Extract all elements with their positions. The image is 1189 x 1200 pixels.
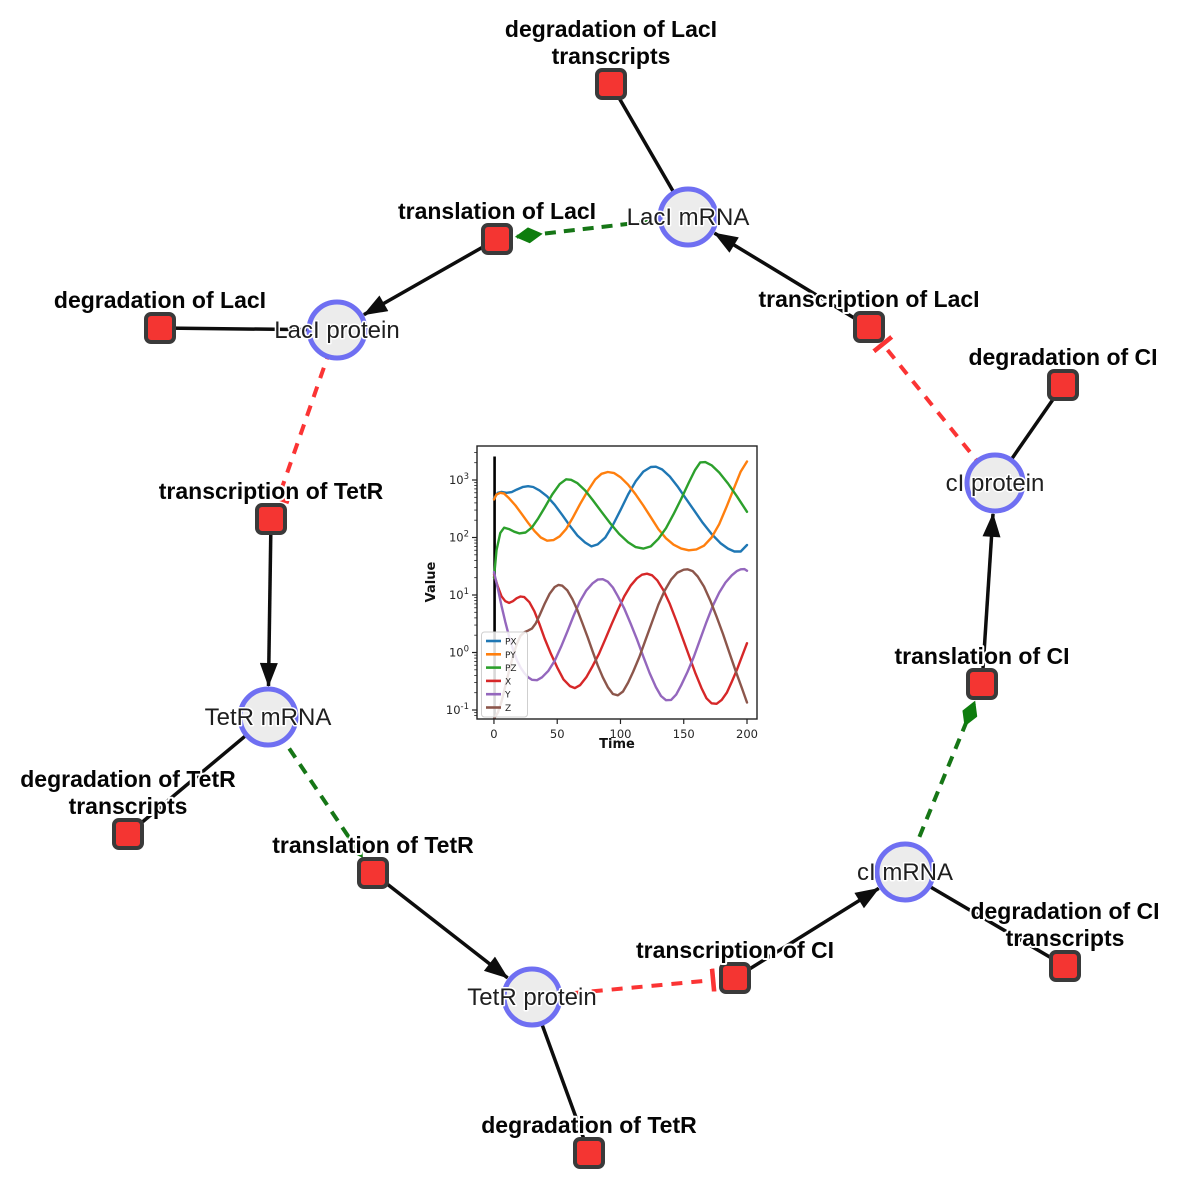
chart-ytick-label-10-1: 10-1 [446,702,469,717]
reaction-label-translation-of-laci: translation of LacI [398,198,596,224]
labels-layer: LacI mRNA LacI protein TetR mRNA TetR prote… [18,14,1161,1140]
legend-label-Z: Z [505,704,511,714]
nodes-layer [112,68,1081,1169]
reaction-node-degradation-of-laci-transcripts[interactable] [595,68,627,100]
legend-label-PX: PX [505,638,517,648]
reaction-node-translation-of-ci[interactable] [966,668,998,700]
reaction-node-transcription-of-tetr[interactable] [255,503,287,535]
reaction-label-degradation-of-tetr-transcripts-line1: degradation of TetR [20,766,236,792]
reaction-label-translation-of-ci: translation of CI [894,643,1069,669]
species-label-ci-protein: cI protein [946,470,1045,497]
chart-ytick-label-100: 100 [449,645,469,660]
inset-timeseries-chart: 103 102 101 100 10-1 0 50 100 150 200 PX PY PZ XYZ Ti… [415,432,785,772]
reaction-label-degradation-of-tetr-transcripts-line2: transcripts [69,793,188,819]
chart-series-PY [492,460,749,552]
chart-legend: PX PY PZ XYZ [481,631,528,718]
reaction-label-degradation-of-ci-transcripts-line1: degradation of CI [970,898,1159,924]
legend-label-X: X [505,677,511,687]
legend-label-Y: Y [504,691,511,701]
reaction-label-transcription-of-ci: transcription of CI [636,937,834,963]
chart-xtick-label-50: 50 [550,727,565,741]
edge-production-translation-of-ci-to-ci-protein [980,512,1001,685]
chart-ytick-label-101: 101 [449,587,469,602]
reaction-node-degradation-of-ci-transcripts[interactable] [1049,950,1081,982]
reaction-label-degradation-of-ci: degradation of CI [968,344,1157,370]
reaction-node-transcription-of-laci[interactable] [853,311,885,343]
edge-production-translation-of-tetr-to-tetr-protein [371,871,509,980]
reaction-label-degradation-of-tetr: degradation of TetR [481,1112,697,1138]
chart-ytick-label-102: 102 [449,530,469,545]
reaction-node-degradation-of-tetr[interactable] [573,1137,605,1169]
edge-production-translation-of-laci-to-laci-protein [363,237,498,317]
reaction-label-degradation-of-laci: degradation of LacI [54,287,266,313]
reaction-node-degradation-of-laci[interactable] [144,312,176,344]
chart-series-X [492,572,749,705]
edge-consumption-ci-mrna-to-degradation-of-ci-transcripts [904,870,1066,968]
chart-xlabel: Time [599,737,635,752]
edge-production-transcription-of-ci-to-ci-mrna [734,886,880,980]
reaction-label-transcription-of-tetr: transcription of TetR [159,478,384,504]
reaction-label-degradation-of-ci-transcripts-line2: transcripts [1006,925,1125,951]
chart-background [415,432,785,772]
legend-label-PZ: PZ [505,664,517,674]
reaction-node-degradation-of-tetr-transcripts[interactable] [112,818,144,850]
chart-ylabel: Value [424,561,439,602]
edge-production-transcription-of-tetr-to-tetr-mrna [259,518,278,687]
chart-xtick-label-100: 100 [610,727,632,741]
chart-frame [476,445,758,720]
legend-label-PY: PY [505,651,516,661]
species-label-tetr-protein: TetR protein [467,984,596,1011]
species-label-tetr-mrna: TetR mRNA [205,704,332,731]
edge-production-transcription-of-laci-to-laci-mrna [713,231,870,329]
species-node-tetr-mrna[interactable] [237,686,299,748]
species-node-laci-mrna[interactable] [657,186,719,248]
chart-series-PX [492,465,749,553]
species-node-laci-protein[interactable] [306,299,368,361]
species-node-ci-protein[interactable] [964,452,1026,514]
reaction-node-degradation-of-ci[interactable] [1047,369,1079,401]
species-node-ci-mrna[interactable] [874,841,936,903]
reaction-label-degradation-of-laci-transcripts-line1: degradation of LacI [505,16,717,42]
reaction-node-translation-of-tetr[interactable] [357,857,389,889]
species-node-tetr-protein[interactable] [501,966,563,1028]
reaction-label-translation-of-tetr: translation of TetR [272,832,474,858]
chart-xtick-label-0: 0 [490,727,497,741]
reaction-label-degradation-of-laci-transcripts-line2: transcripts [552,43,671,69]
chart-xtick-label-200: 200 [736,727,758,741]
species-label-laci-protein: LacI protein [274,317,399,344]
reaction-node-transcription-of-ci[interactable] [719,962,751,994]
chart-xtick-label-150: 150 [673,727,695,741]
reaction-label-transcription-of-laci: transcription of LacI [758,286,979,312]
chart-series-PZ [492,460,749,579]
chart-ytick-label-103: 103 [449,472,469,487]
species-label-ci-mrna: cI mRNA [857,859,953,886]
species-label-laci-mrna: LacI mRNA [627,204,750,231]
reaction-node-translation-of-laci[interactable] [481,223,513,255]
edge-modifier-ci-mrna-to-translation-of-ci [903,700,978,873]
